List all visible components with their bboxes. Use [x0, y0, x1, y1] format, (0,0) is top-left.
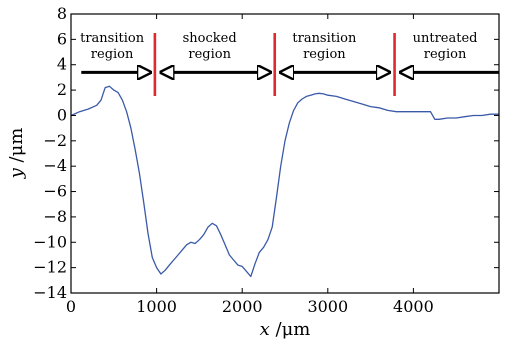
y-tick-label: −4	[43, 156, 67, 175]
y-tick-label: −12	[33, 258, 67, 277]
y-axis-title: y /μm	[6, 128, 27, 180]
y-tick-label: −6	[43, 182, 67, 201]
region-label: transition	[292, 31, 357, 46]
region-label: shocked	[183, 31, 237, 46]
y-tick-label: −8	[43, 207, 67, 226]
region-label: untreated	[413, 31, 478, 46]
y-tick-label: 2	[57, 80, 67, 99]
y-tick-label: −2	[43, 131, 67, 150]
y-tick-label: 8	[57, 4, 67, 23]
x-tick-label: 1000	[136, 297, 177, 316]
x-tick-label: 4000	[393, 297, 434, 316]
x-tick-label: 3000	[307, 297, 348, 316]
region-label: region	[303, 47, 346, 62]
plot-frame	[70, 13, 500, 294]
y-tick-label: 6	[57, 29, 67, 48]
series-line-0	[70, 85, 499, 278]
y-tick-label: 0	[57, 105, 67, 124]
region-label: region	[91, 47, 134, 62]
region-label: region	[188, 47, 231, 62]
x-axis-title: x /μm	[260, 319, 311, 340]
y-tick-label: 4	[57, 55, 67, 74]
region-label: transition	[80, 31, 145, 46]
y-tick-label: −10	[33, 232, 67, 251]
y-tick-label: −14	[33, 283, 67, 302]
x-tick-label: 2000	[222, 297, 263, 316]
region-label: region	[424, 47, 467, 62]
x-tick-label: 0	[66, 297, 76, 316]
